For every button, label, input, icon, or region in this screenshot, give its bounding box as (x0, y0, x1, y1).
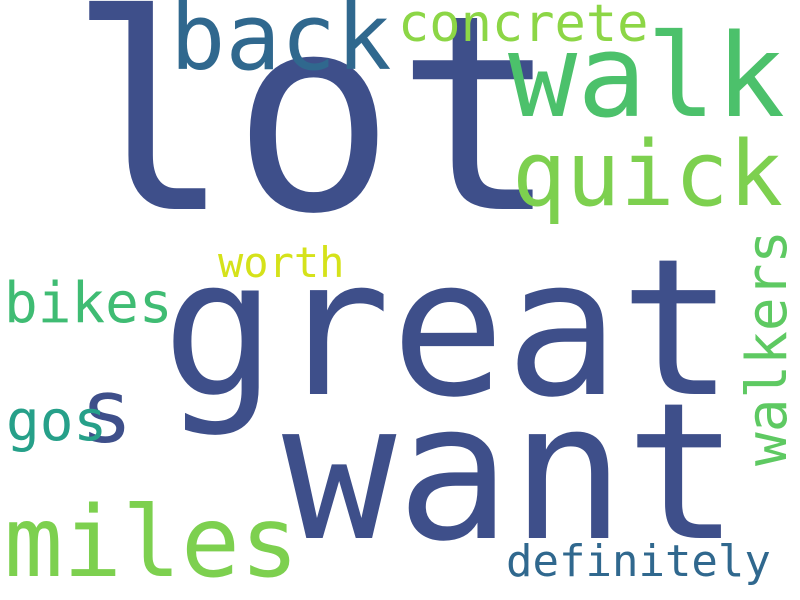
word-bikes: bikes (4, 271, 173, 336)
word-back: back (170, 0, 392, 91)
word-walkers: walkers (735, 229, 800, 466)
word-s: s (80, 360, 133, 463)
word-want: want (282, 362, 740, 583)
word-miles: miles (4, 486, 300, 600)
word-quick: quick (512, 122, 783, 227)
word-worth: worth (218, 238, 345, 287)
word-walk: walk (508, 10, 785, 144)
word-concrete: concrete (398, 0, 649, 54)
word-definitely: definitely (506, 536, 771, 587)
word-lot: lot (68, 0, 560, 274)
word-gos: gos (6, 389, 108, 454)
word-great: great (162, 218, 734, 439)
